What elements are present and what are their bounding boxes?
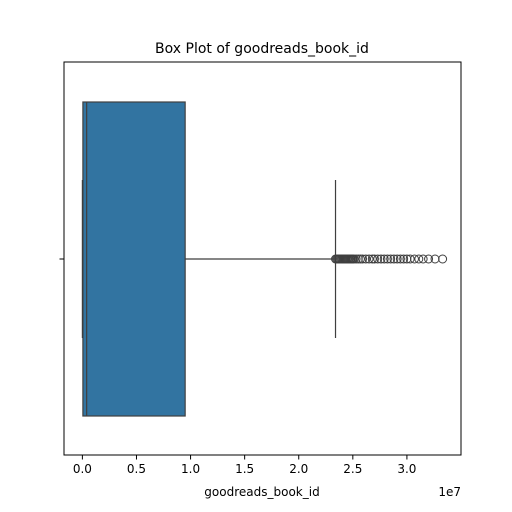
outlier-point [376, 254, 386, 264]
outlier-point [414, 254, 424, 264]
x-axis-offset-label: 1e7 [438, 485, 461, 499]
outlier-point [405, 254, 415, 264]
x-tick-label: 0.5 [127, 462, 146, 476]
interquartile-box [82, 101, 186, 417]
outlier-point [379, 254, 389, 264]
x-tick-label: 2.5 [343, 462, 362, 476]
x-axis-label: goodreads_book_id [204, 485, 319, 499]
x-tick-label: 1.5 [235, 462, 254, 476]
outlier-point [355, 254, 365, 264]
x-tick-label: 3.0 [397, 462, 416, 476]
outlier-point [373, 254, 383, 264]
outlier-points [331, 254, 448, 264]
outlier-point [358, 254, 368, 264]
outlier-point [389, 254, 399, 264]
x-tick-label: 2.0 [289, 462, 308, 476]
outlier-point [361, 254, 371, 264]
outlier-point [418, 254, 428, 264]
outlier-point [351, 254, 361, 264]
outlier-point [349, 254, 359, 264]
outlier-point [369, 254, 379, 264]
x-tick-label: 1.0 [181, 462, 200, 476]
outlier-point [438, 254, 448, 264]
outlier-point [424, 254, 434, 264]
x-tick-label: 0.0 [73, 462, 92, 476]
chart-title: Box Plot of goodreads_book_id [155, 41, 369, 57]
box-marks [81, 101, 337, 417]
x-axis-ticks: 0.0 0.5 1.0 1.5 2.0 2.5 3.0 [73, 455, 416, 476]
outlier-point [392, 254, 402, 264]
outlier-point [364, 254, 374, 264]
outlier-point [395, 254, 405, 264]
outlier-point [399, 254, 409, 264]
outlier-point [382, 254, 392, 264]
outlier-point [367, 254, 377, 264]
outlier-point [386, 254, 396, 264]
outlier-point [409, 254, 419, 264]
